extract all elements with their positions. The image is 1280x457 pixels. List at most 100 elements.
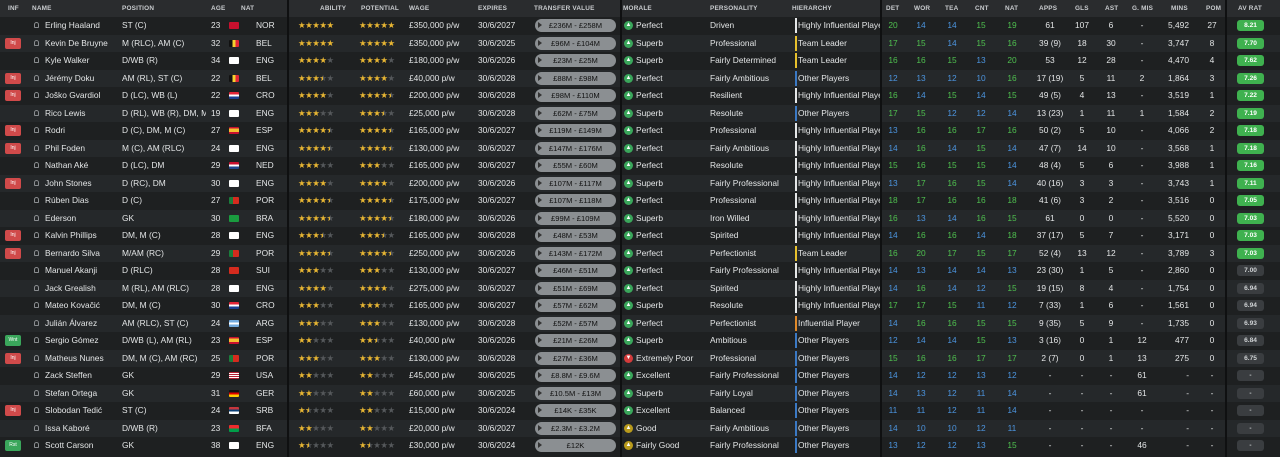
col-header-hierarchy[interactable]: HIERARCHY (792, 5, 832, 12)
table-row[interactable]: Rst Scott Carson GK 38 ENG ★★★★★★ ★★★★★★ £30,00… (0, 437, 1280, 455)
col-header-name[interactable]: NAME (32, 5, 52, 12)
transfer-value-pill[interactable]: £96M - £104M (535, 36, 616, 50)
status-badge[interactable]: Wnt (5, 335, 21, 346)
table-row[interactable]: Rico Lewis D (RL), WB (R), DM, M (C) 19 ENG… (0, 104, 1280, 122)
transfer-value-pill[interactable]: £98M - £110M (535, 89, 616, 102)
table-row[interactable]: Inj Kalvin Phillips DM, M (C) 28 ENG ★★★★ ★ ★ ★★… (0, 227, 1280, 245)
col-header-ability[interactable]: ABILITY (320, 5, 347, 12)
table-row[interactable]: Inj Joško Gvardiol D (LC), WB (L) 22 CRO ★★★★… (0, 87, 1280, 105)
col-header-position[interactable]: POSITION (122, 5, 155, 12)
table-row[interactable]: Inj Jérémy Doku AM (RL), ST (C) 22 BEL ★★★★ ★ ★… (0, 69, 1280, 87)
col-header-av-rat[interactable]: AV RAT (1238, 5, 1263, 12)
player-name[interactable]: Issa Kaboré (45, 422, 90, 433)
col-header-transfer-value[interactable]: TRANSFER VALUE (534, 5, 595, 12)
table-row[interactable]: Stefan Ortega GK 31 GER ★★★★★ ★★★★★ £60,000 p/… (0, 384, 1280, 402)
col-header-pom[interactable]: POM (1206, 5, 1222, 12)
status-badge[interactable]: Inj (5, 352, 21, 364)
col-header-wage[interactable]: WAGE (409, 5, 430, 12)
transfer-value-pill[interactable]: £27M - £36M (535, 351, 616, 365)
col-header-morale[interactable]: MORALE (623, 5, 652, 12)
col-header-tea[interactable]: TEA (945, 5, 959, 12)
transfer-value-pill[interactable]: £57M - £62M (535, 299, 616, 312)
col-header-expires[interactable]: EXPIRES (478, 5, 508, 12)
col-header-apps[interactable]: APPS (1039, 5, 1058, 12)
transfer-value-pill[interactable]: £88M - £98M (535, 71, 616, 85)
player-name[interactable]: Phil Foden (45, 142, 86, 153)
transfer-value-pill[interactable]: £2.3M - £3.2M (535, 421, 616, 435)
transfer-value-pill[interactable]: £119M - £149M (535, 124, 616, 137)
table-row[interactable]: Julián Álvarez AM (RLC), ST (C) 24 ARG ★★★★★… (0, 314, 1280, 332)
transfer-value-pill[interactable]: £21M - £26M (535, 334, 616, 347)
table-row[interactable]: Manuel Akanji D (RLC) 28 SUI ★★★★★ ★★★★★ £130,… (0, 262, 1280, 280)
col-header-personality[interactable]: PERSONALITY (710, 5, 758, 12)
player-name[interactable]: Kevin De Bruyne (45, 37, 108, 48)
player-name[interactable]: Joško Gvardiol (45, 90, 101, 100)
table-row[interactable]: Wnt Sergio Gómez D/WB (L), AM (RL) 23 ESP ★★★… (0, 332, 1280, 350)
transfer-value-pill[interactable]: £8.8M - £9.6M (535, 369, 616, 382)
table-row[interactable]: Kyle Walker D/WB (R) 34 ENG ★★★★★ ★★★★★ £180,0… (0, 52, 1280, 70)
col-header-ast[interactable]: AST (1105, 5, 1119, 12)
col-header-wor[interactable]: WOR (914, 5, 931, 12)
transfer-value-pill[interactable]: £147M - £176M (535, 141, 616, 155)
status-badge[interactable]: Inj (5, 90, 21, 101)
col-header-cnt[interactable]: CNT (975, 5, 989, 12)
player-name[interactable]: Kalvin Phillips (45, 230, 97, 240)
status-badge[interactable]: Inj (5, 142, 21, 154)
table-row[interactable]: Rúben Dias D (C) 27 POR ★★★★★★ ★★★★★★ £175,000… (0, 192, 1280, 210)
player-name[interactable]: Mateo Kovačić (45, 300, 100, 310)
player-name[interactable]: Stefan Ortega (45, 387, 98, 398)
transfer-value-pill[interactable]: £46M - £51M (535, 264, 616, 277)
table-row[interactable]: Inj Phil Foden M (C), AM (RLC) 24 ENG ★★★★★ ★ ★… (0, 139, 1280, 157)
transfer-value-pill[interactable]: £51M - £69M (535, 281, 616, 295)
table-row[interactable]: Issa Kaboré D/WB (R) 23 BFA ★★★★★ ★★★★★ £20,00… (0, 419, 1280, 437)
player-name[interactable]: Jérémy Doku (45, 72, 95, 83)
col-header-nat-stat[interactable]: NAT (1005, 5, 1019, 12)
status-badge[interactable]: Inj (5, 125, 21, 136)
transfer-value-pill[interactable]: £236M - £258M (535, 19, 616, 32)
player-name[interactable]: Erling Haaland (45, 20, 100, 30)
transfer-value-pill[interactable]: £12K (535, 439, 616, 452)
transfer-value-pill[interactable]: £48M - £53M (535, 229, 616, 242)
player-name[interactable]: Jack Grealish (45, 282, 96, 293)
table-row[interactable]: Nathan Aké D (LC), DM 29 NED ★★★★★ ★★★★★ £165,… (0, 157, 1280, 175)
player-name[interactable]: Sergio Gómez (45, 335, 99, 345)
table-row[interactable]: Mateo Kovačić DM, M (C) 30 CRO ★★★★★ ★★★★★ £16… (0, 297, 1280, 315)
status-badge[interactable]: Rst (5, 440, 21, 451)
player-name[interactable]: Nathan Aké (45, 160, 89, 170)
col-header-g-mis[interactable]: G. MIS (1132, 5, 1154, 12)
player-name[interactable]: Slobodan Tedić (45, 405, 103, 415)
table-row[interactable]: Ederson GK 30 BRA ★★★★★★ ★★★★★★ £180,000 p/w 30… (0, 209, 1280, 227)
transfer-value-pill[interactable]: £62M - £75M (535, 106, 616, 120)
player-name[interactable]: Matheus Nunes (45, 352, 104, 363)
table-row[interactable]: Erling Haaland ST (C) 23 NOR ★★★★★ ★★★★★ £350,… (0, 17, 1280, 35)
transfer-value-pill[interactable]: £52M - £57M (535, 316, 616, 330)
transfer-value-pill[interactable]: £143M - £172M (535, 246, 616, 260)
col-header-nat[interactable]: NAT (241, 5, 255, 12)
col-header-det[interactable]: DET (886, 5, 900, 12)
col-header-age[interactable]: AGE (211, 5, 226, 12)
table-row[interactable]: Inj Bernardo Silva M/AM (RC) 29 POR ★★★★★ ★ ★★★… (0, 244, 1280, 262)
player-name[interactable]: Rico Lewis (45, 107, 86, 118)
transfer-value-pill[interactable]: £99M - £109M (535, 211, 616, 225)
status-badge[interactable]: Inj (5, 177, 21, 189)
col-header-inf[interactable]: INF (8, 5, 19, 12)
player-name[interactable]: Bernardo Silva (45, 247, 100, 258)
status-badge[interactable]: Inj (5, 72, 21, 84)
player-name[interactable]: Ederson (45, 212, 77, 223)
table-row[interactable]: Jack Grealish M (RL), AM (RLC) 28 ENG ★★★★★ ★… (0, 279, 1280, 297)
table-row[interactable]: Inj Matheus Nunes DM, M (C), AM (RC) 25 POR ★… (0, 349, 1280, 367)
transfer-value-pill[interactable]: £107M - £117M (535, 176, 616, 190)
table-row[interactable]: Zack Steffen GK 29 USA ★★★★★ ★★★★★ £45,000 p/w… (0, 367, 1280, 385)
table-row[interactable]: Inj John Stones D (RC), DM 30 ENG ★★★★★ ★★★★★ £… (0, 174, 1280, 192)
table-row[interactable]: Inj Rodri D (C), DM, M (C) 27 ESP ★★★★★★ ★★★★★… (0, 122, 1280, 140)
col-header-potential[interactable]: POTENTIAL (361, 5, 400, 12)
player-name[interactable]: Zack Steffen (45, 370, 92, 380)
player-name[interactable]: John Stones (45, 177, 92, 188)
status-badge[interactable]: Inj (5, 247, 21, 259)
table-row[interactable]: Inj Kevin De Bruyne M (RLC), AM (C) 32 BEL ★★… (0, 34, 1280, 52)
col-header-mins[interactable]: MINS (1171, 5, 1188, 12)
player-name[interactable]: Manuel Akanji (45, 265, 98, 275)
player-name[interactable]: Rodri (45, 125, 66, 135)
transfer-value-pill[interactable]: £14K - £35K (535, 404, 616, 417)
